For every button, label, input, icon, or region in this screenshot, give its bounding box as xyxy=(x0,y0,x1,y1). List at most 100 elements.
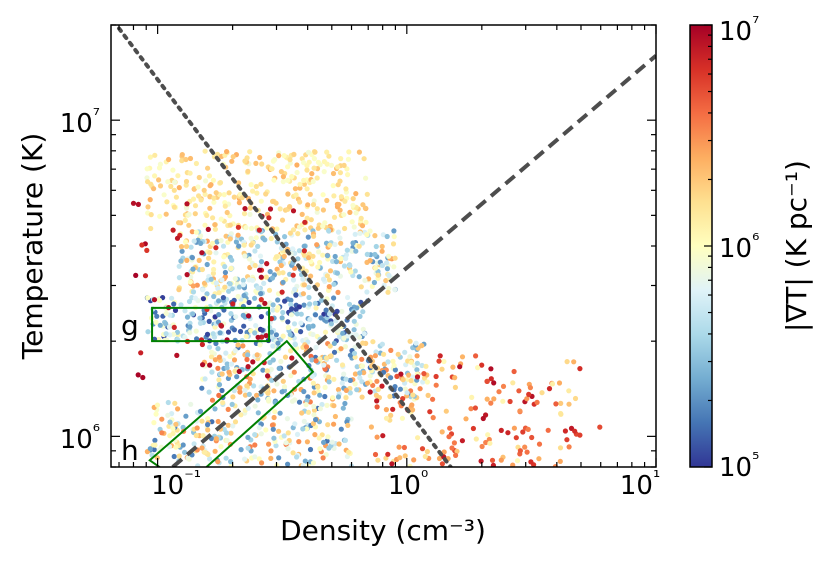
scatter-point-mid-band xyxy=(247,376,253,382)
scatter-point-high-density-tail xyxy=(564,359,570,365)
scatter-point-high-gradient-outliers xyxy=(139,242,145,248)
scatter-point-mid-band xyxy=(321,362,327,368)
scatter-point-low-band-h xyxy=(268,448,274,454)
scatter-point-mid-band xyxy=(232,368,238,374)
scatter-point-high-density-tail xyxy=(436,455,443,462)
scatter-point-mid-band xyxy=(264,368,270,374)
scatter-point-hot-top-band xyxy=(144,166,150,172)
scatter-point-mid-band xyxy=(372,353,378,359)
scatter-point-high-density-tail xyxy=(439,461,445,467)
scatter-point-hot-top-band xyxy=(217,180,224,186)
scatter-point-low-band-h xyxy=(202,449,208,455)
scatter-point-high-density-tail xyxy=(451,440,457,446)
scatter-point-high-gradient-outliers xyxy=(250,359,256,365)
scatter-point-upper-middle-band xyxy=(306,284,312,290)
scatter-point-hot-top-band xyxy=(285,191,291,197)
scatter-point-hot-top-band xyxy=(304,186,310,192)
scatter-point-high-density-tail xyxy=(383,455,389,461)
scatter-point-hot-top-band xyxy=(297,199,303,205)
scatter-point-upper-middle-band xyxy=(372,233,378,239)
scatter-point-upper-middle-band xyxy=(258,291,264,297)
scatter-point-high-gradient-outliers xyxy=(264,261,270,267)
scatter-point-low-band-h xyxy=(272,409,278,415)
scatter-point-low-band-h xyxy=(191,441,197,447)
scatter-point-low-band-h xyxy=(205,427,211,433)
region-label-g: g xyxy=(121,309,139,342)
scatter-point-high-density-tail xyxy=(524,396,530,402)
scatter-point-hot-top-band xyxy=(248,182,254,188)
scatter-point-low-band-h xyxy=(224,437,230,444)
scatter-point-high-gradient-outliers xyxy=(268,316,274,322)
scatter-point-upper-middle-band xyxy=(300,276,306,282)
scatter-point-high-density-tail xyxy=(558,400,564,406)
scatter-point-hot-top-band xyxy=(321,169,327,175)
scatter-point-low-band-h xyxy=(232,419,239,425)
scatter-point-high-density-tail xyxy=(374,398,380,404)
scatter-point-strip-band-g xyxy=(289,306,295,312)
scatter-point-high-density-tail xyxy=(407,463,413,467)
scatter-point-upper-middle-band xyxy=(314,242,320,248)
scatter-point-high-density-tail xyxy=(510,462,516,467)
scatter-point-low-band-h xyxy=(342,400,348,407)
scatter-point-strip-band-g xyxy=(220,295,226,301)
scatter-point-high-density-tail xyxy=(397,455,403,461)
region-box-g xyxy=(151,306,271,343)
scatter-point-low-band-h xyxy=(294,454,300,460)
scatter-point-high-density-tail xyxy=(468,406,474,412)
scatter-point-upper-middle-band xyxy=(236,284,243,290)
scatter-point-upper-middle-band xyxy=(241,242,247,248)
scatter-point-hot-top-band xyxy=(203,178,209,184)
scatter-point-high-gradient-outliers xyxy=(171,324,177,330)
scatter-point-mid-band xyxy=(351,350,358,356)
scatter-point-hot-top-band xyxy=(356,149,362,155)
scatter-point-strip-band-g xyxy=(293,327,299,334)
scatter-point-mid-band xyxy=(338,346,344,352)
scatter-point-low-band-h xyxy=(223,430,230,436)
scatter-point-hot-top-band xyxy=(343,186,349,192)
region-label-h: h xyxy=(121,434,139,467)
scatter-point-hot-top-band xyxy=(254,190,260,196)
scatter-point-upper-middle-band xyxy=(385,289,391,295)
scatter-point-strip-band-g xyxy=(318,297,325,303)
scatter-point-mid-band xyxy=(228,361,235,367)
scatter-point-upper-middle-band xyxy=(221,254,227,260)
scatter-point-upper-middle-band xyxy=(324,273,330,279)
scatter-point-hot-top-band xyxy=(176,185,182,191)
scatter-point-low-band-h xyxy=(266,398,272,404)
scatter-point-upper-middle-band xyxy=(252,262,258,269)
colorbar-tick-label-0: 10⁵ xyxy=(719,449,759,483)
scatter-point-upper-middle-band xyxy=(332,253,338,260)
scatter-point-hot-top-band xyxy=(263,191,269,197)
scatter-point-upper-middle-band xyxy=(235,232,241,238)
scatter-point-hot-top-band xyxy=(349,219,355,225)
scatter-point-mid-band xyxy=(381,351,387,357)
scatter-point-hot-top-band xyxy=(168,183,174,189)
scatter-point-low-band-h xyxy=(299,410,305,416)
scatter-point-low-band-h xyxy=(170,425,176,432)
scatter-point-hot-top-band xyxy=(210,215,216,221)
scatter-point-upper-middle-band xyxy=(187,279,193,285)
scatter-point-hot-top-band xyxy=(297,185,303,191)
scatter-point-mid-band xyxy=(235,342,241,348)
scatter-point-mid-band xyxy=(347,390,353,396)
scatter-point-mid-band xyxy=(231,388,237,394)
scatter-point-high-density-tail xyxy=(454,448,460,454)
scatter-point-high-gradient-outliers xyxy=(174,352,180,358)
scatter-point-low-band-h xyxy=(165,412,171,418)
scatter-point-upper-middle-band xyxy=(326,284,332,290)
scatter-point-strip-band-g xyxy=(293,292,299,298)
scatter-point-high-density-tail xyxy=(430,415,436,421)
scatter-point-high-density-tail xyxy=(399,415,405,421)
scatter-point-low-band-h xyxy=(329,439,335,445)
scatter-point-upper-middle-band xyxy=(290,246,296,252)
scatter-point-mid-band xyxy=(407,338,413,344)
scatter-point-hot-top-band xyxy=(148,212,154,218)
scatter-point-low-band-h xyxy=(182,449,188,455)
scatter-point-upper-middle-band xyxy=(278,262,284,269)
scatter-point-strip-band-g xyxy=(285,324,291,331)
scatter-point-mid-band xyxy=(237,389,243,395)
scatter-point-hot-top-band xyxy=(320,192,326,198)
scatter-point-hot-top-band xyxy=(179,152,185,158)
scatter-point-upper-middle-band xyxy=(352,268,358,274)
scatter-point-hot-top-band xyxy=(305,149,312,155)
